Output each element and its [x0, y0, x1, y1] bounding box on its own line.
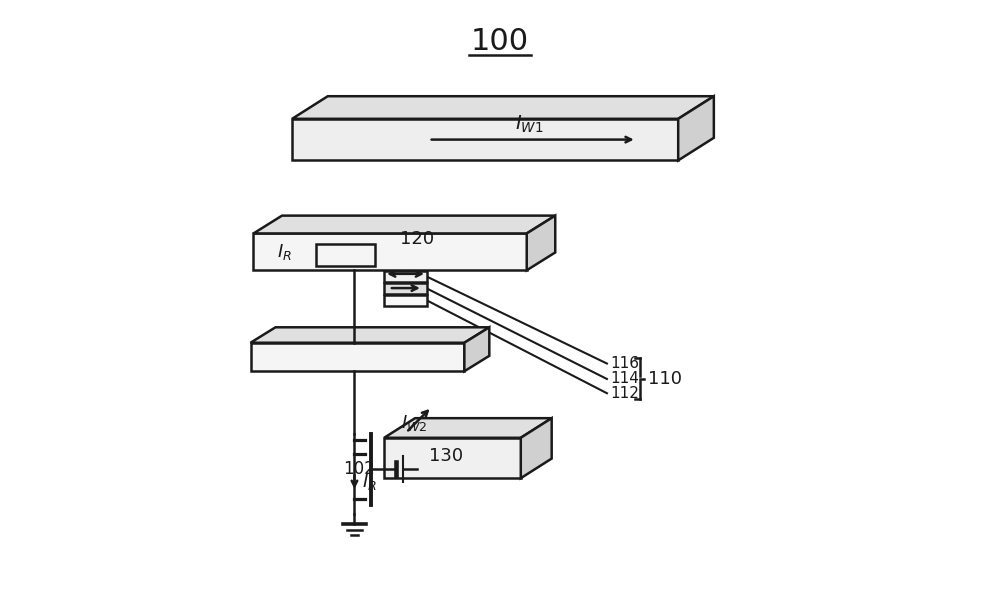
- Text: 110: 110: [648, 369, 682, 388]
- Text: 116: 116: [610, 356, 639, 371]
- Text: $I_{W2}$: $I_{W2}$: [401, 413, 427, 433]
- Polygon shape: [251, 343, 464, 371]
- Text: 120: 120: [400, 230, 434, 248]
- Text: 114: 114: [610, 371, 639, 387]
- Polygon shape: [384, 283, 427, 294]
- Polygon shape: [292, 96, 714, 119]
- Text: 130: 130: [429, 447, 464, 465]
- Text: 112: 112: [610, 386, 639, 401]
- Polygon shape: [384, 438, 521, 478]
- Polygon shape: [527, 216, 555, 270]
- Text: $I_R$: $I_R$: [362, 472, 376, 492]
- Text: $I_R$: $I_R$: [277, 242, 292, 263]
- Polygon shape: [253, 216, 555, 233]
- Polygon shape: [384, 271, 427, 282]
- Polygon shape: [292, 119, 678, 160]
- Text: $I_{W1}$: $I_{W1}$: [515, 114, 544, 135]
- Text: 100: 100: [471, 27, 529, 56]
- Polygon shape: [464, 327, 489, 371]
- Polygon shape: [678, 96, 714, 160]
- Polygon shape: [251, 327, 489, 343]
- Polygon shape: [384, 418, 552, 438]
- Text: 102: 102: [344, 460, 375, 478]
- Polygon shape: [521, 418, 552, 478]
- Polygon shape: [384, 295, 427, 306]
- Polygon shape: [253, 233, 527, 270]
